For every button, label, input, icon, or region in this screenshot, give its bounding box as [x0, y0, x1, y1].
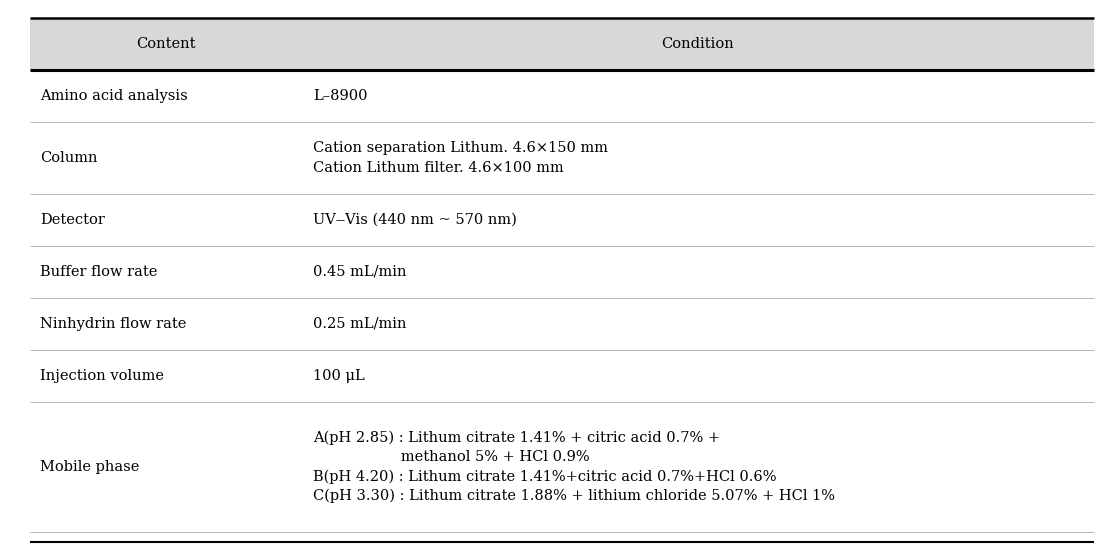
- Text: Ninhydrin flow rate: Ninhydrin flow rate: [40, 317, 186, 331]
- Text: L–8900: L–8900: [313, 89, 368, 103]
- Text: Cation Lithum filter. 4.6×100 mm: Cation Lithum filter. 4.6×100 mm: [313, 161, 564, 175]
- Text: 0.25 mL/min: 0.25 mL/min: [313, 317, 407, 331]
- Text: B(pH 4.20) : Lithum citrate 1.41%+citric acid 0.7%+HCl 0.6%: B(pH 4.20) : Lithum citrate 1.41%+citric…: [313, 469, 776, 484]
- Text: A(pH 2.85) : Lithum citrate 1.41% + citric acid 0.7% +: A(pH 2.85) : Lithum citrate 1.41% + citr…: [313, 431, 721, 445]
- Text: Buffer flow rate: Buffer flow rate: [40, 265, 157, 279]
- Text: C(pH 3.30) : Lithum citrate 1.88% + lithium chloride 5.07% + HCl 1%: C(pH 3.30) : Lithum citrate 1.88% + lith…: [313, 489, 836, 503]
- Text: Mobile phase: Mobile phase: [40, 460, 139, 474]
- Text: UV‒Vis (440 nm ~ 570 nm): UV‒Vis (440 nm ~ 570 nm): [313, 213, 517, 227]
- Text: 0.45 mL/min: 0.45 mL/min: [313, 265, 407, 279]
- Text: Cation separation Lithum. 4.6×150 mm: Cation separation Lithum. 4.6×150 mm: [313, 141, 608, 155]
- Text: 100 μL: 100 μL: [313, 369, 365, 383]
- Text: Content: Content: [136, 37, 195, 51]
- Text: Injection volume: Injection volume: [40, 369, 164, 383]
- Text: Amino acid analysis: Amino acid analysis: [40, 89, 188, 103]
- Text: Detector: Detector: [40, 213, 105, 227]
- Text: methanol 5% + HCl 0.9%: methanol 5% + HCl 0.9%: [313, 450, 590, 464]
- Bar: [30, 18, 1094, 70]
- Text: Condition: Condition: [662, 37, 734, 51]
- Text: Column: Column: [40, 151, 98, 165]
